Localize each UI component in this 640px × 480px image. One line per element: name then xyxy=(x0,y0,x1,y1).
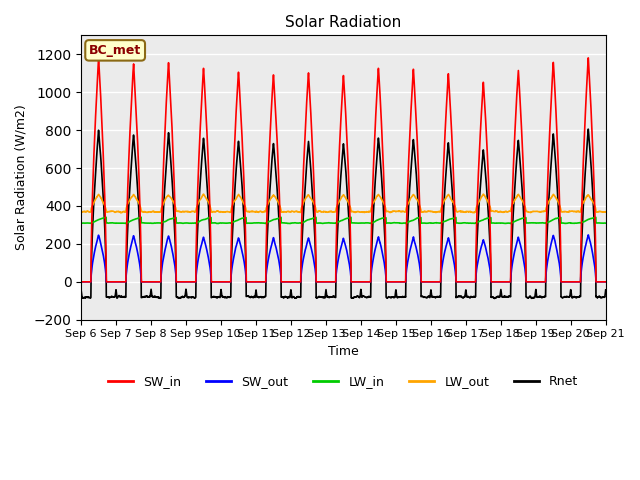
LW_out xyxy=(602,209,609,215)
SW_out xyxy=(432,279,440,285)
Rnet xyxy=(602,287,609,293)
SW_out xyxy=(601,279,609,285)
LW_in xyxy=(491,220,499,226)
Rnet xyxy=(491,296,499,301)
LW_out xyxy=(602,209,609,215)
LW_out xyxy=(461,210,468,216)
LW_in xyxy=(432,220,440,226)
Line: LW_in: LW_in xyxy=(81,217,605,224)
Legend: SW_in, SW_out, LW_in, LW_out, Rnet: SW_in, SW_out, LW_in, LW_out, Rnet xyxy=(104,370,584,393)
Rnet xyxy=(602,291,609,297)
LW_out xyxy=(324,209,332,215)
LW_in xyxy=(138,215,145,220)
LW_in xyxy=(172,215,179,221)
Rnet xyxy=(172,245,179,251)
SW_out xyxy=(324,279,332,285)
LW_in xyxy=(602,220,609,226)
LW_out xyxy=(200,191,207,197)
SW_in xyxy=(432,279,440,285)
SW_out xyxy=(491,279,499,285)
SW_in xyxy=(584,55,592,61)
SW_in xyxy=(491,279,499,285)
SW_in xyxy=(172,222,179,228)
Rnet xyxy=(324,294,332,300)
LW_out xyxy=(491,209,499,215)
Title: Solar Radiation: Solar Radiation xyxy=(285,15,401,30)
SW_in xyxy=(602,279,609,285)
SW_out xyxy=(77,279,85,285)
X-axis label: Time: Time xyxy=(328,345,359,358)
Rnet xyxy=(584,126,592,132)
LW_out xyxy=(77,209,85,215)
LW_in xyxy=(77,220,85,226)
Line: LW_out: LW_out xyxy=(81,194,605,213)
LW_in xyxy=(122,221,130,227)
LW_out xyxy=(432,209,440,215)
Rnet xyxy=(77,288,85,293)
Rnet xyxy=(461,294,468,300)
LW_out xyxy=(172,204,179,210)
Rnet xyxy=(491,296,499,301)
SW_out xyxy=(461,279,468,285)
Line: Rnet: Rnet xyxy=(81,129,605,299)
SW_in xyxy=(77,279,85,285)
Text: BC_met: BC_met xyxy=(89,44,141,57)
LW_in xyxy=(324,220,332,226)
SW_out xyxy=(584,232,592,238)
LW_in xyxy=(602,220,609,226)
LW_in xyxy=(461,220,468,226)
LW_out xyxy=(117,210,125,216)
Y-axis label: Solar Radiation (W/m2): Solar Radiation (W/m2) xyxy=(15,105,28,251)
SW_in xyxy=(461,279,468,285)
Line: SW_out: SW_out xyxy=(81,235,605,282)
SW_out xyxy=(172,267,179,273)
SW_in xyxy=(601,279,609,285)
Line: SW_in: SW_in xyxy=(81,58,605,282)
SW_in xyxy=(324,279,332,285)
Rnet xyxy=(432,294,440,300)
SW_out xyxy=(602,279,609,285)
